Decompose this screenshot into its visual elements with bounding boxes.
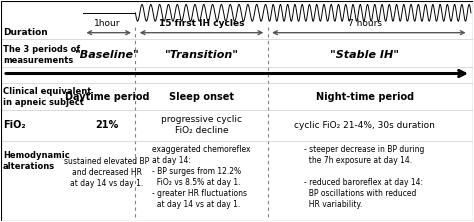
Text: - steeper decrease in BP during
  the 7h exposure at day 14.

- reduced barorefl: - steeper decrease in BP during the 7h e… [304,145,425,209]
Text: Duration: Duration [3,28,48,37]
Text: 15 first IH cycles: 15 first IH cycles [159,19,244,28]
Text: cyclic FiO₂ 21-4%, 30s duration: cyclic FiO₂ 21-4%, 30s duration [294,121,435,130]
Text: 7 hours: 7 hours [347,19,382,28]
Text: "Transition": "Transition" [164,50,238,60]
Text: "Baseline": "Baseline" [75,50,139,60]
Text: 1hour: 1hour [94,19,120,28]
Text: Sleep onset: Sleep onset [169,92,234,102]
Text: sustained elevated BP
and decreased HR
at day 14 vs day 1.: sustained elevated BP and decreased HR a… [64,157,150,188]
Text: FiO₂: FiO₂ [3,120,26,130]
Text: "Stable IH": "Stable IH" [330,50,399,60]
Text: Hemodynamic
alterations: Hemodynamic alterations [3,151,70,171]
Text: 21%: 21% [95,120,118,130]
Text: exaggerated chemoreflex
at day 14:
- BP surges from 12.2%
  FiO₂ vs 8.5% at day : exaggerated chemoreflex at day 14: - BP … [152,145,251,209]
Text: progressive cyclic
FiO₂ decline: progressive cyclic FiO₂ decline [161,115,242,135]
Text: Night-time period: Night-time period [316,92,414,102]
Text: Clinical equivalent
in apneic subject: Clinical equivalent in apneic subject [3,87,91,107]
Text: Daytime period: Daytime period [65,92,149,102]
Text: The 3 periods of
measurements: The 3 periods of measurements [3,45,80,65]
